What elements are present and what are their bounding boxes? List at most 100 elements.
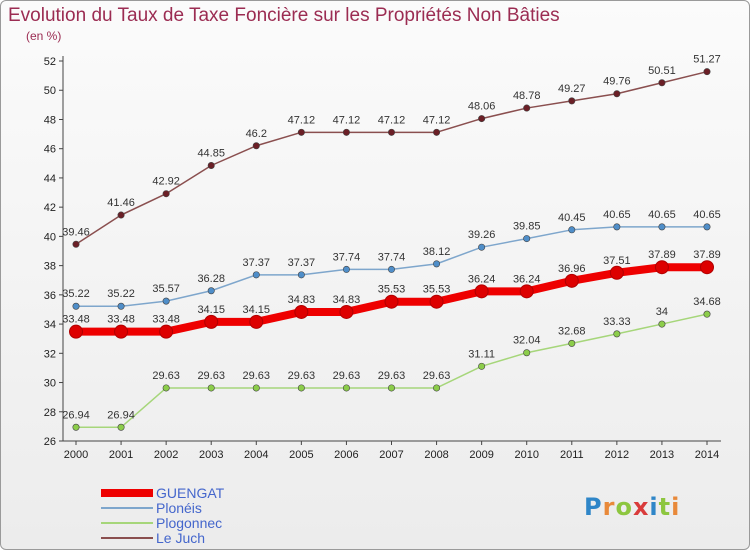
- data-label-plogonnec: 29.63: [378, 370, 406, 382]
- data-label-le-juch: 41.46: [107, 197, 135, 209]
- x-tick-label: 2009: [469, 449, 493, 461]
- data-point-plogonnec: [433, 384, 441, 392]
- data-label-plogonnec: 34.68: [693, 296, 721, 308]
- data-label-le-juch: 39.46: [62, 226, 90, 238]
- legend-label-ploneis: Plonéis: [156, 500, 202, 516]
- legend-swatch-ploneis: [101, 507, 153, 509]
- x-tick-label: 2014: [695, 449, 719, 461]
- data-label-guengat: 37.89: [693, 249, 721, 261]
- legend-swatch-plogonnec: [101, 522, 153, 524]
- data-label-plogonnec: 29.63: [152, 370, 180, 382]
- y-tick-label: 38: [44, 261, 56, 273]
- data-label-plogonnec: 26.94: [62, 409, 90, 421]
- data-point-le-juch: [297, 128, 305, 136]
- data-label-ploneis: 40.45: [558, 212, 586, 224]
- data-label-plogonnec: 32.04: [513, 335, 541, 347]
- data-point-ploneis: [252, 271, 260, 279]
- legend-label-guengat: GUENGAT: [156, 485, 225, 501]
- data-label-le-juch: 47.12: [423, 114, 451, 126]
- data-label-guengat: 35.53: [423, 284, 451, 296]
- data-label-le-juch: 50.51: [648, 65, 676, 77]
- data-label-le-juch: 48.78: [513, 90, 541, 102]
- data-label-ploneis: 39.85: [513, 221, 541, 233]
- data-point-le-juch: [433, 128, 441, 136]
- legend-label-plogonnec: Plogonnec: [156, 515, 223, 531]
- data-label-plogonnec: 34: [656, 306, 668, 318]
- data-point-guengat: [429, 294, 444, 309]
- data-point-le-juch: [207, 162, 215, 170]
- data-label-le-juch: 48.06: [468, 101, 496, 113]
- data-label-ploneis: 40.65: [603, 209, 631, 221]
- y-tick-label: 48: [44, 114, 56, 126]
- data-label-ploneis: 37.74: [378, 251, 406, 263]
- data-point-plogonnec: [342, 384, 350, 392]
- data-point-plogonnec: [703, 310, 711, 318]
- proxiti-logo: Proxiti: [584, 493, 680, 521]
- y-tick-label: 36: [44, 290, 56, 302]
- y-tick-label: 42: [44, 202, 56, 214]
- data-label-guengat: 34.83: [333, 294, 361, 306]
- data-label-le-juch: 51.27: [693, 54, 721, 66]
- data-label-plogonnec: 33.33: [603, 316, 631, 328]
- data-point-plogonnec: [162, 384, 170, 392]
- y-unit-label: (en %): [26, 29, 62, 43]
- data-point-guengat: [384, 294, 399, 309]
- data-point-le-juch: [162, 190, 170, 198]
- logo-letter: i: [671, 493, 681, 521]
- data-label-ploneis: 35.22: [62, 288, 90, 300]
- legend-swatch-guengat: [101, 489, 153, 497]
- data-point-le-juch: [613, 90, 621, 98]
- data-label-guengat: 37.51: [603, 255, 631, 267]
- data-point-ploneis: [613, 223, 621, 231]
- data-point-le-juch: [523, 104, 531, 112]
- x-tick-label: 2003: [199, 449, 223, 461]
- data-point-ploneis: [478, 243, 486, 251]
- data-point-guengat: [700, 260, 714, 275]
- data-point-guengat: [609, 265, 624, 280]
- y-tick-label: 50: [44, 85, 56, 97]
- data-point-le-juch: [703, 68, 711, 76]
- data-point-ploneis: [387, 265, 395, 273]
- data-point-guengat: [564, 273, 579, 288]
- legend-label-le-juch: Le Juch: [156, 530, 206, 546]
- x-tick-label: 2013: [650, 449, 674, 461]
- data-label-le-juch: 42.92: [152, 176, 180, 188]
- data-label-plogonnec: 31.11: [468, 348, 495, 360]
- logo-letter: x: [632, 493, 650, 521]
- data-point-ploneis: [297, 271, 305, 279]
- axes: 26 28 30 32 34 36 38 40 42 44 46 48 50 52 2000 2001 2002…: [44, 56, 721, 461]
- data-label-guengat: 36.96: [558, 263, 586, 275]
- data-label-guengat: 36.24: [468, 273, 496, 285]
- data-label-plogonnec: 29.63: [333, 370, 361, 382]
- data-label-guengat: 35.53: [378, 284, 406, 296]
- data-label-ploneis: 36.28: [197, 273, 225, 285]
- x-tick-label: 2010: [514, 449, 538, 461]
- logo-letter: P: [584, 493, 603, 521]
- data-label-guengat: 33.48: [152, 314, 180, 326]
- data-label-guengat: 33.48: [107, 314, 135, 326]
- data-label-le-juch: 44.85: [197, 148, 225, 160]
- data-label-guengat: 34.83: [288, 294, 316, 306]
- y-tick-label: 30: [44, 378, 56, 390]
- data-point-plogonnec: [478, 362, 486, 370]
- data-point-guengat: [204, 314, 219, 329]
- data-labels-layer: 33.48 33.48 33.48 34.15 34.15 34.83 34.83 35.53…: [62, 54, 721, 422]
- data-point-guengat: [249, 314, 264, 329]
- data-point-guengat: [339, 304, 354, 319]
- data-point-plogonnec: [252, 384, 260, 392]
- data-point-plogonnec: [72, 423, 80, 431]
- data-point-ploneis: [72, 302, 80, 310]
- data-point-ploneis: [568, 226, 576, 234]
- data-point-plogonnec: [568, 339, 576, 347]
- data-point-ploneis: [117, 302, 125, 310]
- series-layer: [69, 68, 714, 431]
- data-label-plogonnec: 32.68: [558, 325, 586, 337]
- data-label-guengat: 33.48: [62, 314, 90, 326]
- data-point-ploneis: [658, 223, 666, 231]
- data-point-plogonnec: [387, 384, 395, 392]
- y-tick-label: 44: [44, 173, 56, 185]
- data-point-guengat: [519, 284, 534, 299]
- y-tick-label: 28: [44, 407, 56, 419]
- data-label-plogonnec: 29.63: [423, 370, 451, 382]
- data-point-plogonnec: [297, 384, 305, 392]
